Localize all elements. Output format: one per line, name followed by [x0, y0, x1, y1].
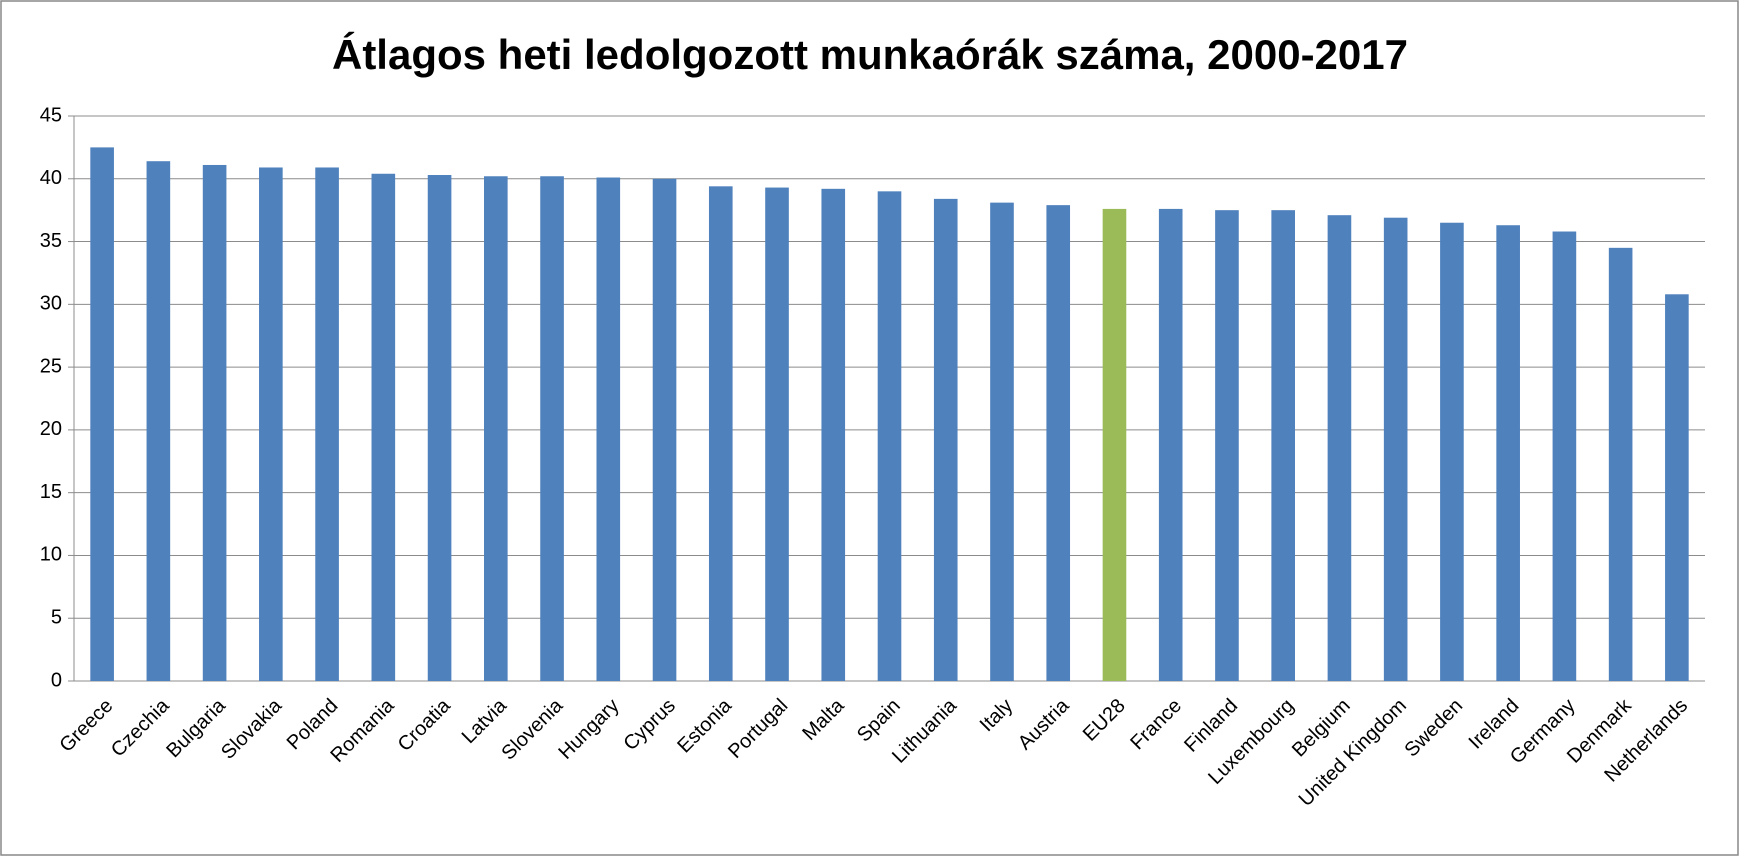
bar [652, 178, 677, 681]
bar [90, 147, 114, 681]
bar [1496, 225, 1520, 681]
y-tick-label: 30 [40, 293, 62, 315]
bar [1552, 231, 1577, 681]
bar [427, 175, 452, 681]
bar [483, 176, 508, 681]
bar [1046, 205, 1071, 681]
y-tick-label: 40 [40, 167, 62, 189]
chart-title: Átlagos heti ledolgozott munkaórák száma… [332, 31, 1408, 78]
y-tick-label: 25 [40, 355, 62, 377]
bar [877, 191, 902, 682]
y-tick-label: 35 [40, 230, 62, 252]
bar [990, 202, 1014, 681]
bar [540, 176, 564, 681]
bar [146, 161, 171, 681]
bar [202, 164, 227, 681]
y-tick-label: 20 [40, 418, 62, 440]
bar [1383, 217, 1408, 681]
bar [821, 188, 846, 682]
bar [259, 167, 283, 681]
bar [315, 167, 339, 681]
y-tick-label: 10 [40, 544, 62, 566]
bar [1158, 208, 1183, 681]
bar [933, 198, 958, 681]
bar [708, 186, 733, 682]
bar [1215, 210, 1239, 681]
bar [1102, 208, 1127, 681]
bar [1327, 215, 1352, 681]
bar [765, 187, 789, 682]
y-tick-label: 5 [51, 607, 62, 629]
y-tick-label: 15 [40, 481, 62, 503]
bar [1608, 247, 1633, 682]
bar [1440, 222, 1464, 681]
y-tick-label: 45 [40, 104, 62, 126]
bar [371, 173, 396, 681]
bar [1271, 210, 1296, 681]
bar [1665, 294, 1689, 681]
y-tick-label: 0 [51, 669, 62, 691]
bar [596, 177, 621, 681]
